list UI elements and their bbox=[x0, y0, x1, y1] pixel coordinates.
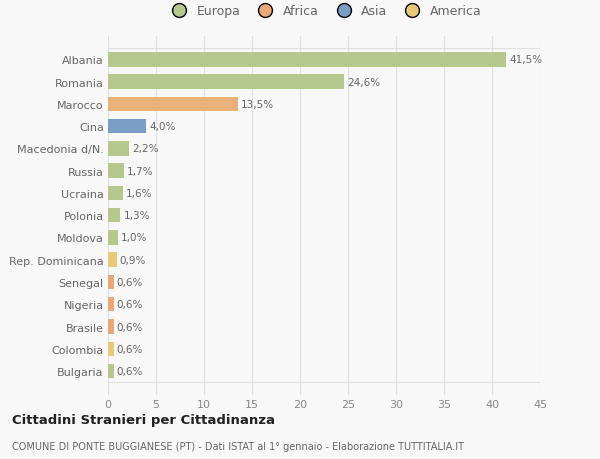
Text: 1,0%: 1,0% bbox=[121, 233, 147, 243]
Text: 1,6%: 1,6% bbox=[126, 189, 153, 198]
Bar bbox=[108, 297, 114, 312]
Bar bbox=[108, 319, 114, 334]
Legend: Europa, Africa, Asia, America: Europa, Africa, Asia, America bbox=[161, 0, 487, 23]
Bar bbox=[108, 275, 114, 290]
Bar bbox=[108, 231, 118, 245]
Bar bbox=[108, 142, 129, 157]
Bar bbox=[108, 186, 124, 201]
Text: 0,6%: 0,6% bbox=[116, 300, 143, 309]
Text: 0,6%: 0,6% bbox=[116, 277, 143, 287]
Bar bbox=[108, 97, 238, 112]
Text: 1,7%: 1,7% bbox=[127, 166, 154, 176]
Text: 41,5%: 41,5% bbox=[509, 55, 542, 65]
Bar bbox=[108, 53, 506, 67]
Bar bbox=[108, 120, 146, 134]
Bar bbox=[108, 208, 121, 223]
Bar bbox=[108, 342, 114, 356]
Text: 0,9%: 0,9% bbox=[119, 255, 146, 265]
Text: 4,0%: 4,0% bbox=[149, 122, 176, 132]
Text: COMUNE DI PONTE BUGGIANESE (PT) - Dati ISTAT al 1° gennaio - Elaborazione TUTTIT: COMUNE DI PONTE BUGGIANESE (PT) - Dati I… bbox=[12, 441, 464, 451]
Text: 1,3%: 1,3% bbox=[124, 211, 150, 221]
Bar bbox=[108, 364, 114, 379]
Text: 2,2%: 2,2% bbox=[132, 144, 158, 154]
Text: 0,6%: 0,6% bbox=[116, 366, 143, 376]
Text: 13,5%: 13,5% bbox=[241, 100, 274, 110]
Text: 0,6%: 0,6% bbox=[116, 344, 143, 354]
Text: 24,6%: 24,6% bbox=[347, 78, 380, 87]
Text: 0,6%: 0,6% bbox=[116, 322, 143, 332]
Bar bbox=[108, 164, 124, 179]
Text: Cittadini Stranieri per Cittadinanza: Cittadini Stranieri per Cittadinanza bbox=[12, 413, 275, 426]
Bar bbox=[108, 75, 344, 90]
Bar bbox=[108, 253, 116, 268]
